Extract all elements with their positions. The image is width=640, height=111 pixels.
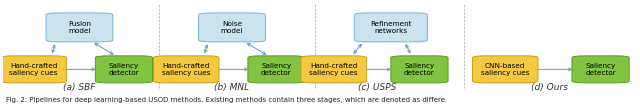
FancyBboxPatch shape <box>198 13 266 42</box>
Text: Refinement
networks: Refinement networks <box>370 21 412 34</box>
Text: Hand-crafted
saliency cues: Hand-crafted saliency cues <box>309 63 358 76</box>
Text: Fig. 2: Pipelines for deep learning-based USOD methods. Existing methods contain: Fig. 2: Pipelines for deep learning-base… <box>6 97 445 103</box>
Text: (d) Ours: (d) Ours <box>531 83 568 92</box>
Text: Hand-crafted
saliency cues: Hand-crafted saliency cues <box>162 63 211 76</box>
Text: (b) MNL: (b) MNL <box>214 83 250 92</box>
Text: (a) SBF: (a) SBF <box>63 83 95 92</box>
FancyBboxPatch shape <box>46 13 113 42</box>
FancyBboxPatch shape <box>355 13 428 42</box>
FancyBboxPatch shape <box>248 56 305 83</box>
Text: Noise
model: Noise model <box>221 21 243 34</box>
Text: Saliency
detector: Saliency detector <box>585 63 616 76</box>
FancyBboxPatch shape <box>154 56 219 83</box>
FancyBboxPatch shape <box>572 56 629 83</box>
FancyBboxPatch shape <box>391 56 448 83</box>
FancyBboxPatch shape <box>1 56 67 83</box>
FancyBboxPatch shape <box>301 56 366 83</box>
Text: Hand-crafted
saliency cues: Hand-crafted saliency cues <box>10 63 58 76</box>
Text: CNN-based
saliency cues: CNN-based saliency cues <box>481 63 529 76</box>
Text: Fusion
model: Fusion model <box>68 21 91 34</box>
Text: Saliency
detector: Saliency detector <box>261 63 292 76</box>
Text: (c) USPS: (c) USPS <box>358 83 396 92</box>
Text: Saliency
detector: Saliency detector <box>404 63 435 76</box>
FancyBboxPatch shape <box>95 56 152 83</box>
Text: Saliency
detector: Saliency detector <box>109 63 140 76</box>
FancyBboxPatch shape <box>472 56 538 83</box>
